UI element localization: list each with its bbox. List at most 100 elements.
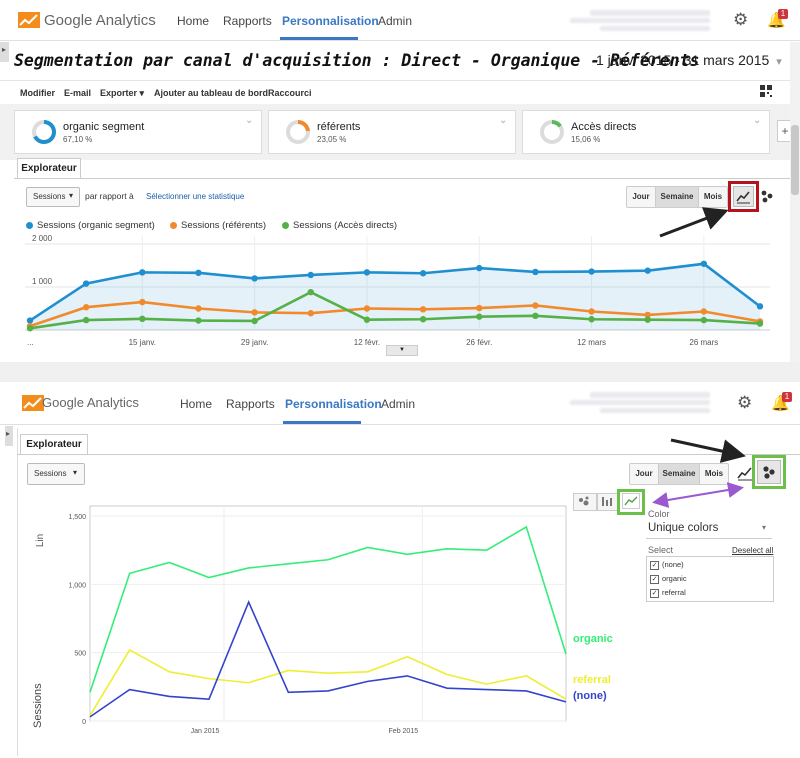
account-view [600,408,710,413]
scale-label: Lin [35,533,47,548]
checklist-item-organic[interactable]: ✓ organic [650,574,687,584]
nav-admin[interactable]: Admin [381,397,416,411]
data-point [700,308,708,315]
gear-icon[interactable]: ⚙ [733,10,749,29]
data-point [644,316,651,323]
motion-chart-button[interactable] [757,460,781,484]
qr-icon[interactable] [759,84,773,98]
brand-name: Google Analytics [44,12,156,29]
bubble-icon [579,496,589,506]
brand-name: Google Analytics [42,395,139,410]
side-toggle[interactable] [0,42,9,62]
nav-home[interactable]: Home [177,14,210,28]
nav-rapports[interactable]: Rapports [226,397,275,411]
legend-referents: Sessions (référents) [170,220,266,231]
segment-donut-icon [286,120,310,144]
select-metric-link[interactable]: Sélectionner une statistique [146,192,245,201]
segment-card-organic[interactable]: organic segment 67,10 % ⌄ [14,110,262,154]
checkbox-checked[interactable]: ✓ [650,560,659,570]
chart-expand-handle[interactable]: ▼ [386,345,418,356]
granularity-group: Jour Semaine Mois [626,186,728,208]
data-point [139,269,146,276]
data-point [532,268,539,276]
modifier-button[interactable]: Modifier [20,88,55,98]
segment-card-referents[interactable]: référents 23,05 % ⌄ [268,110,516,154]
highlight-box-green [752,455,786,489]
account-info[interactable] [590,10,710,16]
line-view-button[interactable] [622,493,640,509]
side-toggle[interactable] [5,426,13,446]
legend-organic: Sessions (organic segment) [26,220,155,231]
data-point [588,316,595,323]
chevron-down-icon[interactable]: ⌄ [499,115,508,126]
data-point [307,271,314,279]
data-point [82,304,90,311]
nav-rapports[interactable]: Rapports [223,14,272,28]
series-line-2 [89,600,567,718]
data-point [26,317,34,324]
date-range-picker[interactable]: 1 janv. 2015 - 31 mars 2015 ▾ [596,52,782,68]
granularity-week-button[interactable]: Semaine [659,464,700,484]
account-info[interactable] [590,392,710,398]
data-point [700,316,708,324]
gear-icon[interactable]: ⚙ [737,393,753,412]
segment-card-direct[interactable]: Accès directs 15,06 % ⌄ [522,110,770,154]
motion-chart-icon[interactable] [759,188,775,204]
chevron-down-icon[interactable]: ⌄ [245,115,254,126]
x-tick-label: 15 janv. [129,338,156,347]
checkbox-checked[interactable]: ✓ [650,588,659,598]
data-point [700,260,708,267]
granularity-month-button[interactable]: Mois [703,192,723,201]
account-view [600,26,710,31]
color-select[interactable]: Unique colors ▾ [646,520,772,539]
scale-toggle[interactable]: Lin [34,533,47,548]
granularity-month-button[interactable]: Mois [704,469,724,478]
granularity-week-button[interactable]: Semaine [656,187,699,207]
metric-select[interactable]: Sessions ▾ [27,463,85,485]
nav-personnalisation[interactable]: Personnalisation [282,14,379,28]
granularity-day-button[interactable]: Jour [630,464,659,484]
chevron-down-icon[interactable]: ⌄ [753,115,762,126]
highlight-box-red [728,181,759,212]
checklist-item-none[interactable]: ✓ (none) [650,560,684,570]
export-button[interactable]: Exporter ▾ [100,88,145,98]
checklist-item-referral[interactable]: ✓ referral [650,588,686,598]
select-label: Select [648,545,674,555]
nav-home[interactable]: Home [180,397,213,411]
tab-explorateur[interactable]: Explorateur [20,434,88,455]
granularity-day-button[interactable]: Jour [627,187,656,207]
data-point [419,306,427,313]
x-tick-label: 26 févr. [466,338,492,347]
screenshot-separator [0,362,800,382]
segment-name: Accès directs [571,121,637,133]
deselect-all-link[interactable]: Deselect all [732,546,774,555]
chevron-down-icon: ▾ [69,191,74,200]
legend-label: Sessions (organic segment) [37,220,155,231]
email-button[interactable]: E-mail [64,88,92,98]
data-point [419,316,427,323]
bubble-view-button[interactable] [573,493,597,511]
add-to-dashboard-button[interactable]: Ajouter au tableau de bord [154,88,269,98]
data-point [195,317,202,324]
nav-active-indicator [280,37,358,40]
data-point [756,320,764,327]
scrollbar[interactable] [790,42,800,362]
checklist-label: (none) [662,560,684,569]
nav-personnalisation[interactable]: Personnalisation [285,397,382,411]
checkbox-checked[interactable]: ✓ [650,574,659,584]
series-area-organic [30,263,760,330]
line-chart-icon[interactable] [735,463,755,483]
metric-select-label: Sessions [34,469,67,478]
nav-admin[interactable]: Admin [378,14,413,28]
line-chart-icon [624,496,638,506]
bar-chart-icon [602,497,612,506]
metric-select[interactable]: Sessions ▾ [26,187,80,207]
shortcut-button[interactable]: Raccourci [268,88,312,98]
tab-explorateur[interactable]: Explorateur [17,158,81,179]
notification-badge: 1 [782,392,792,402]
legend-label: Sessions (Accès directs) [293,220,398,231]
line-chart-button[interactable] [733,186,754,207]
scrollbar-thumb[interactable] [791,125,799,195]
data-point [251,309,258,316]
legend-dot [170,221,177,229]
